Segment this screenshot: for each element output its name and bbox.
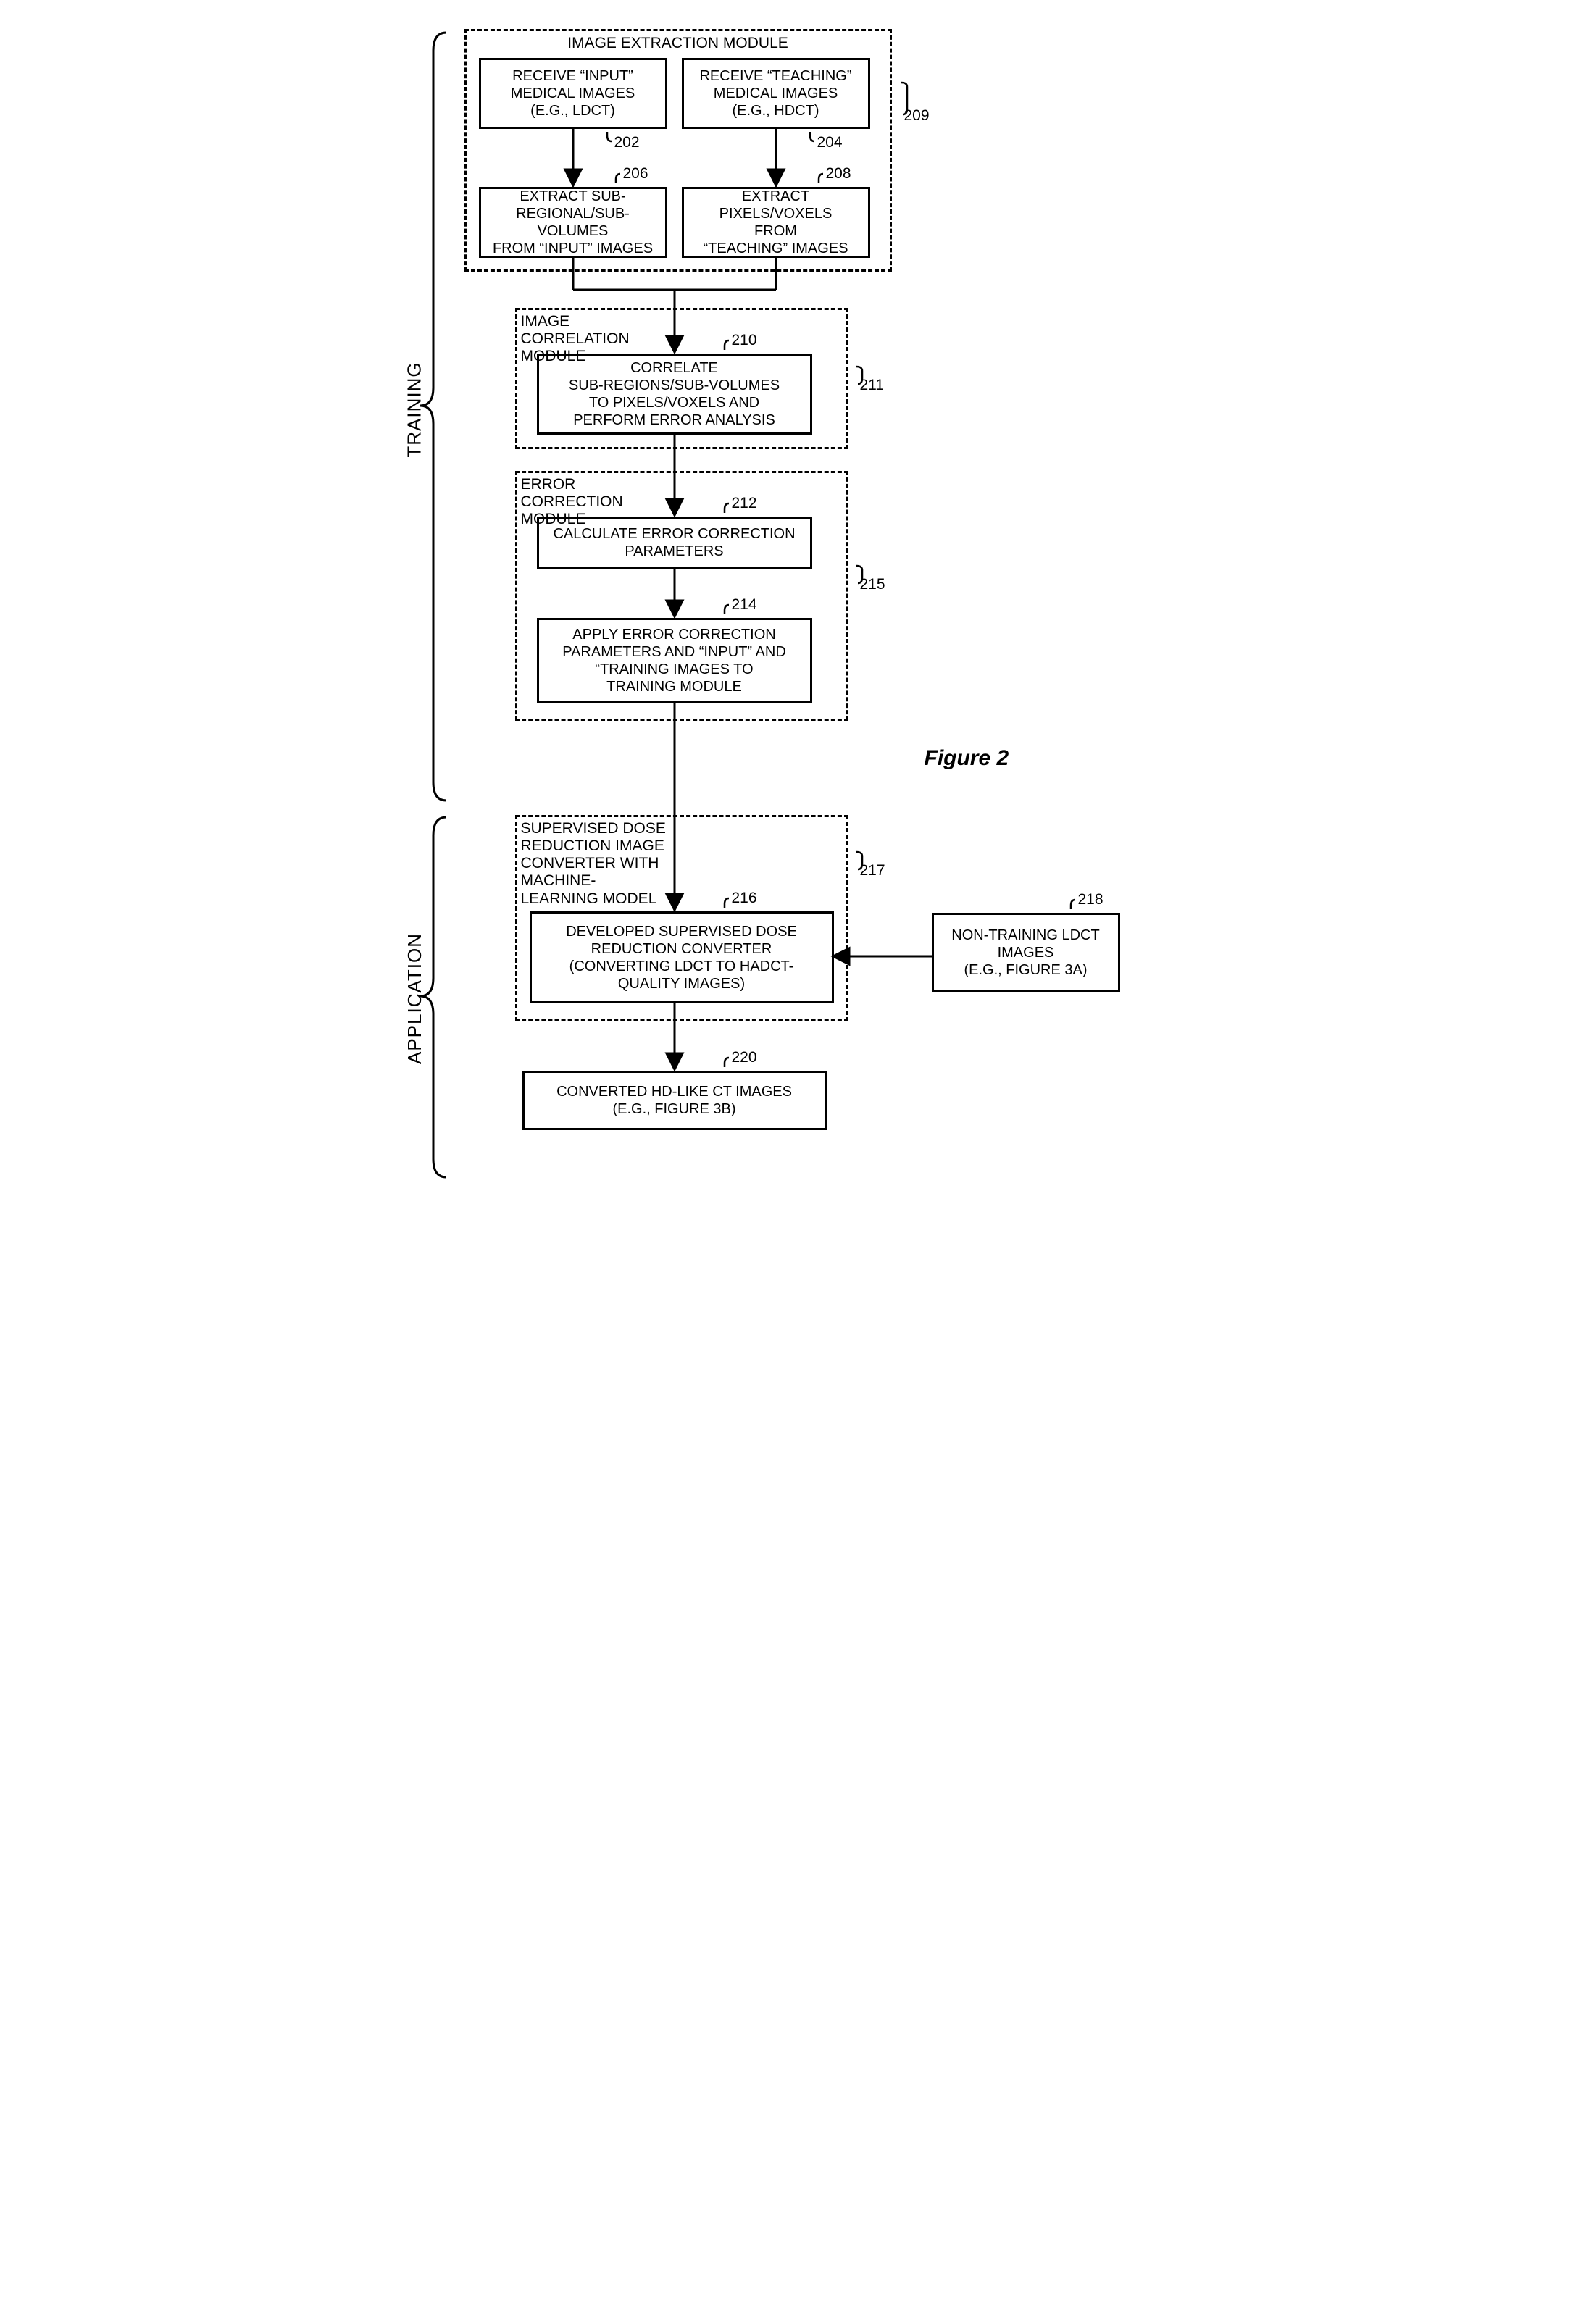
box-218-l3: (E.G., FIGURE 3A) <box>964 961 1087 979</box>
ref-211: 211 <box>860 377 884 394</box>
box-214-l2: PARAMETERS AND “INPUT” AND <box>562 643 786 661</box>
box-220-l1: CONVERTED HD-LIKE CT IMAGES <box>556 1083 792 1100</box>
box-212: CALCULATE ERROR CORRECTION PARAMETERS <box>537 517 812 569</box>
ref-206: 206 <box>623 165 648 183</box>
box-214-l3: “TRAINING IMAGES TO <box>595 661 753 678</box>
box-202-l1: RECEIVE “INPUT” <box>512 67 633 85</box>
box-210-l4: PERFORM ERROR ANALYSIS <box>573 411 775 429</box>
box-214-l1: APPLY ERROR CORRECTION <box>572 626 775 643</box>
extraction-title: IMAGE EXTRACTION MODULE <box>562 35 794 52</box>
box-210-l2: SUB-REGIONS/SUB-VOLUMES <box>569 377 780 394</box>
ref-220: 220 <box>732 1049 757 1066</box>
box-206-l2: REGIONAL/SUB-VOLUMES <box>487 205 659 240</box>
box-208-l1: EXTRACT PIXELS/VOXELS <box>690 188 862 222</box>
box-218: NON-TRAINING LDCT IMAGES (E.G., FIGURE 3… <box>932 913 1120 992</box>
box-220-l2: (E.G., FIGURE 3B) <box>612 1100 735 1118</box>
box-204-l3: (E.G., HDCT) <box>733 102 819 120</box>
ref-210: 210 <box>732 332 757 349</box>
box-218-l1: NON-TRAINING LDCT <box>951 927 1099 944</box>
ref-212: 212 <box>732 495 757 512</box>
side-label-application: APPLICATION <box>404 933 426 1064</box>
box-214-l4: TRAINING MODULE <box>606 678 742 695</box>
converter-title: SUPERVISED DOSE REDUCTION IMAGE CONVERTE… <box>521 820 673 908</box>
side-label-training: TRAINING <box>403 361 425 457</box>
box-216-l1: DEVELOPED SUPERVISED DOSE <box>566 923 797 940</box>
ref-202: 202 <box>614 134 640 151</box>
ref-218: 218 <box>1078 891 1103 908</box>
box-216-l4: QUALITY IMAGES) <box>618 975 745 992</box>
ref-208: 208 <box>826 165 851 183</box>
box-210-l1: CORRELATE <box>630 359 718 377</box>
ref-215: 215 <box>860 576 885 593</box>
box-210-l3: TO PIXELS/VOXELS AND <box>589 394 759 411</box>
box-208-l3: “TEACHING” IMAGES <box>703 240 848 257</box>
box-202: RECEIVE “INPUT” MEDICAL IMAGES (E.G., LD… <box>479 58 667 129</box>
box-206-l1: EXTRACT SUB- <box>520 188 625 205</box>
box-204: RECEIVE “TEACHING” MEDICAL IMAGES (E.G.,… <box>682 58 870 129</box>
box-208: EXTRACT PIXELS/VOXELS FROM “TEACHING” IM… <box>682 187 870 258</box>
box-212-l1: CALCULATE ERROR CORRECTION <box>553 525 795 543</box>
box-218-l2: IMAGES <box>998 944 1054 961</box>
box-206: EXTRACT SUB- REGIONAL/SUB-VOLUMES FROM “… <box>479 187 667 258</box>
box-216: DEVELOPED SUPERVISED DOSE REDUCTION CONV… <box>530 911 834 1003</box>
ref-204: 204 <box>817 134 843 151</box>
ref-216: 216 <box>732 890 757 907</box>
box-212-l2: PARAMETERS <box>625 543 723 560</box>
box-210: CORRELATE SUB-REGIONS/SUB-VOLUMES TO PIX… <box>537 354 812 435</box>
box-206-l3: FROM “INPUT” IMAGES <box>493 240 653 257</box>
ref-217: 217 <box>860 862 885 879</box>
box-204-l1: RECEIVE “TEACHING” <box>699 67 851 85</box>
box-202-l3: (E.G., LDCT) <box>530 102 615 120</box>
ref-209: 209 <box>904 107 930 125</box>
ref-214: 214 <box>732 596 757 614</box>
box-216-l2: REDUCTION CONVERTER <box>591 940 772 958</box>
box-208-l2: FROM <box>754 222 797 240</box>
box-214: APPLY ERROR CORRECTION PARAMETERS AND “I… <box>537 618 812 703</box>
box-220: CONVERTED HD-LIKE CT IMAGES (E.G., FIGUR… <box>522 1071 827 1130</box>
box-202-l2: MEDICAL IMAGES <box>511 85 635 102</box>
figure-caption: Figure 2 <box>925 746 1009 771</box>
box-204-l2: MEDICAL IMAGES <box>714 85 838 102</box>
box-216-l3: (CONVERTING LDCT TO HADCT- <box>569 958 794 975</box>
